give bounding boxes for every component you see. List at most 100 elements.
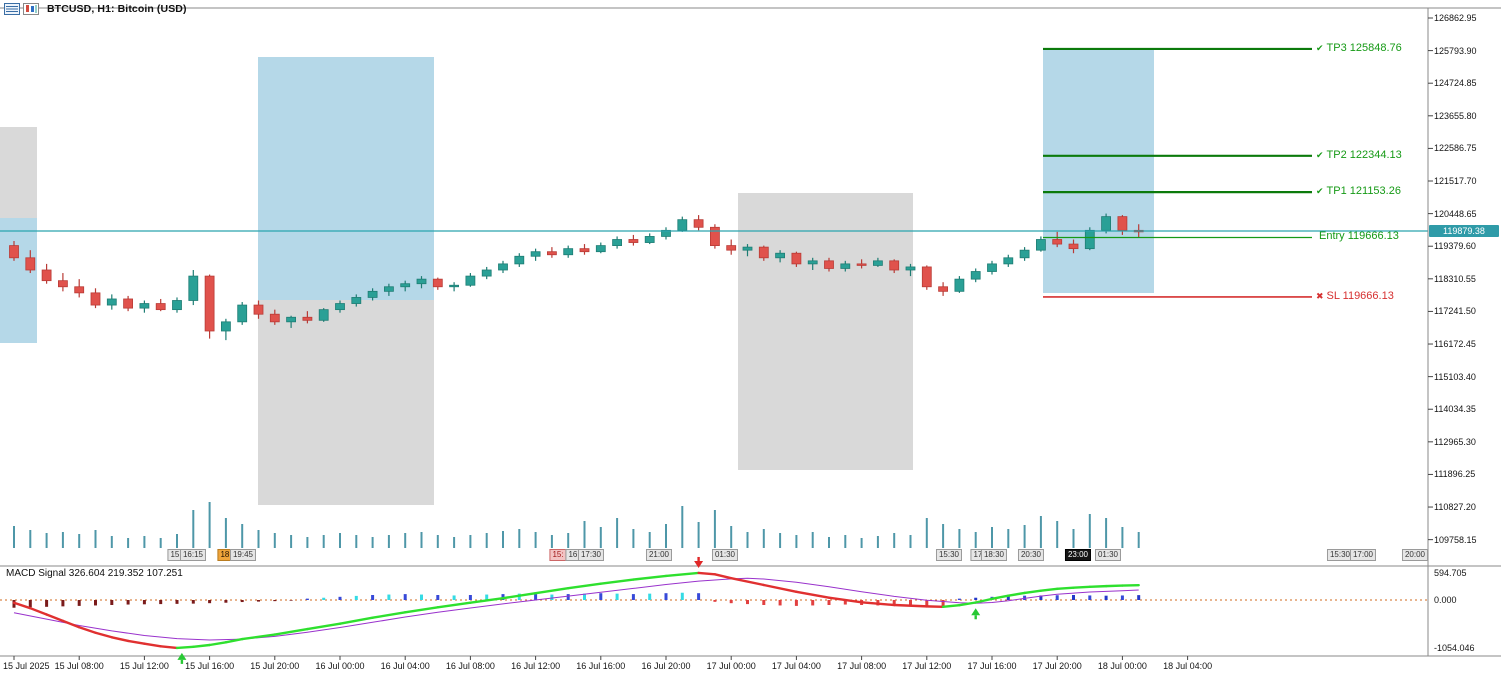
supply-zone[interactable] xyxy=(738,193,913,470)
bull-candle xyxy=(449,284,460,288)
macd-main-line xyxy=(61,619,81,629)
bull-candle xyxy=(1019,249,1030,259)
bull-candle xyxy=(807,260,818,265)
level-label-text: TP2 122344.13 xyxy=(1326,148,1402,161)
macd-main-line xyxy=(534,586,570,595)
bull-candle xyxy=(677,219,688,231)
macd-main-line xyxy=(730,576,765,587)
demand-zone[interactable] xyxy=(0,218,37,343)
macd-main-line xyxy=(110,636,130,643)
macd-main-line xyxy=(436,601,472,609)
time-axis-label: 15 Jul 12:00 xyxy=(119,661,169,671)
bear-candle xyxy=(710,226,720,246)
x-mark-icon: ✖ xyxy=(1316,290,1324,301)
supply-zone[interactable] xyxy=(258,300,434,505)
macd-main-line xyxy=(1023,589,1043,595)
macd-signal-line xyxy=(13,577,1139,641)
session-time-box: 21:00 xyxy=(645,549,673,561)
check-mark-icon: ✔ xyxy=(1316,149,1324,160)
demand-zone[interactable] xyxy=(1043,50,1154,293)
buy-arrow-stem xyxy=(974,615,977,620)
bull-candle xyxy=(286,316,297,323)
bull-candle xyxy=(595,245,606,253)
demand-zone[interactable] xyxy=(258,57,434,300)
bear-candle xyxy=(758,246,769,259)
level-label-tp1[interactable]: ✔ TP1 121153.26 xyxy=(1316,185,1401,197)
bear-candle xyxy=(1052,239,1063,245)
macd-main-line xyxy=(371,611,407,619)
bull-candle xyxy=(335,303,345,311)
bull-candle xyxy=(481,269,492,277)
macd-main-line xyxy=(713,573,733,580)
time-axis-label: 15 Jul 08:00 xyxy=(54,661,104,671)
bull-candle xyxy=(840,263,851,269)
bull-candle xyxy=(1101,216,1111,231)
candles-icon[interactable] xyxy=(23,3,39,15)
price-axis-label: 115103.40 xyxy=(1434,371,1476,382)
bull-candle xyxy=(172,300,182,311)
level-label-tp2[interactable]: ✔ TP2 122344.13 xyxy=(1316,149,1402,161)
time-axis-label: 16 Jul 16:00 xyxy=(576,661,626,671)
bear-candle xyxy=(938,286,948,292)
macd-axis-label: 594.705 xyxy=(1434,567,1467,578)
bear-candle xyxy=(921,266,932,288)
bear-candle xyxy=(58,280,68,288)
price-axis-label: 117241.50 xyxy=(1434,306,1476,317)
session-time-box: 15:30 xyxy=(1326,549,1354,561)
price-axis-label: 109758.15 xyxy=(1434,534,1477,545)
time-axis-label: 15 Jul 2025 xyxy=(3,661,50,671)
bull-candle xyxy=(351,297,362,304)
bull-candle xyxy=(400,283,411,288)
level-label-entry[interactable]: Entry 119666.13 xyxy=(1316,230,1399,242)
level-label-tp3[interactable]: ✔ TP3 125848.76 xyxy=(1316,42,1402,54)
bull-candle xyxy=(905,266,916,271)
current-price-badge: 119879.38 xyxy=(1429,224,1499,237)
time-axis-label: 15 Jul 20:00 xyxy=(250,661,300,671)
macd-axis-label: 0.000 xyxy=(1434,595,1457,605)
chart-window-icon[interactable] xyxy=(4,3,20,15)
macd-main-line xyxy=(697,571,717,576)
price-axis-label: 123655.80 xyxy=(1434,110,1477,121)
bull-candle xyxy=(644,236,655,243)
supply-zone[interactable] xyxy=(0,127,37,218)
macd-main-line xyxy=(958,601,977,607)
bear-candle xyxy=(791,252,802,265)
macd-main-line xyxy=(77,626,97,634)
macd-main-line xyxy=(567,582,602,590)
price-axis-label: 116172.45 xyxy=(1434,339,1476,350)
macd-main-line xyxy=(306,622,342,631)
session-time-box: 20:30 xyxy=(1017,549,1045,561)
sell-arrow-stem xyxy=(697,556,700,561)
bear-candle xyxy=(693,219,704,228)
price-axis-label: 120448.65 xyxy=(1434,208,1477,219)
session-time-box: 16:15 xyxy=(179,549,207,561)
macd-main-line xyxy=(224,637,244,644)
bull-candle xyxy=(970,271,981,280)
bear-candle xyxy=(856,263,867,266)
bear-candle xyxy=(726,245,737,251)
macd-main-line xyxy=(94,631,114,639)
time-axis-label: 17 Jul 12:00 xyxy=(902,661,952,671)
session-time-box: 01:30 xyxy=(711,549,739,561)
macd-main-line xyxy=(974,597,994,604)
buy-arrow-stem xyxy=(180,659,184,664)
macd-main-line xyxy=(469,596,505,604)
macd-main-line xyxy=(1007,591,1026,597)
price-axis-label: 118310.55 xyxy=(1434,273,1476,284)
macd-main-line xyxy=(762,583,798,594)
time-axis-label: 17 Jul 04:00 xyxy=(771,661,821,671)
macd-main-line xyxy=(1039,587,1059,592)
session-time-box: 20:00 xyxy=(1401,549,1429,561)
bear-candle xyxy=(302,316,313,321)
bull-candle xyxy=(873,260,883,266)
level-label-text: Entry 119666.13 xyxy=(1319,230,1399,243)
session-time-box: 01:30 xyxy=(1094,549,1122,561)
macd-main-line xyxy=(175,645,195,650)
bear-candle xyxy=(123,298,133,309)
level-label-sl[interactable]: ✖ SL 119666.13 xyxy=(1316,290,1394,302)
macd-main-line xyxy=(192,643,211,649)
symbol-title: BTCUSD, H1: Bitcoin (USD) xyxy=(47,3,187,15)
bull-candle xyxy=(139,303,150,309)
